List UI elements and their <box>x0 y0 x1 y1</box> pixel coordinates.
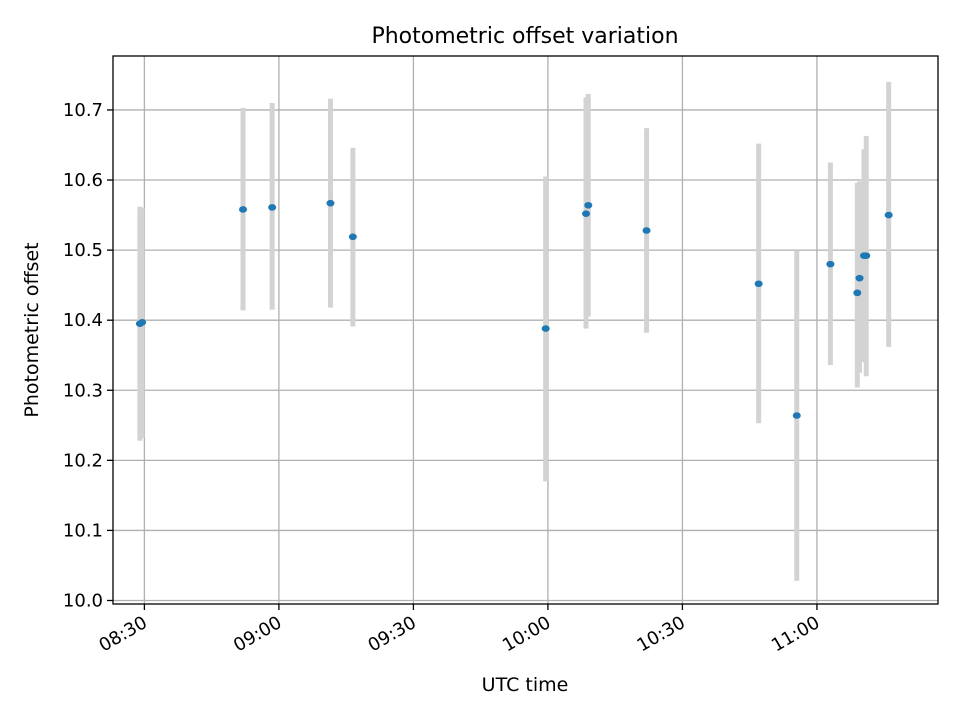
y-tick-label: 10.6 <box>63 170 103 191</box>
plot-frame <box>112 55 939 605</box>
y-tick-label: 10.1 <box>63 520 103 541</box>
y-tick-label: 10.4 <box>63 310 103 331</box>
grid-layer <box>113 56 938 604</box>
y-tick-label: 10.7 <box>63 100 103 121</box>
data-point <box>862 252 871 260</box>
y-tick-label: 10.2 <box>63 450 103 471</box>
data-point <box>792 412 801 419</box>
data-point <box>884 211 893 219</box>
data-point <box>138 318 147 326</box>
data-point <box>348 233 357 241</box>
data-point <box>855 274 864 282</box>
y-tick-label: 10.3 <box>63 380 103 401</box>
data-point <box>826 260 835 268</box>
point-layer <box>135 199 893 419</box>
data-point <box>239 206 248 213</box>
y-tick-label: 10.5 <box>63 240 103 261</box>
y-axis-label: Photometric offset <box>21 242 43 417</box>
data-point <box>642 227 651 234</box>
data-point <box>326 199 335 207</box>
chart-title: Photometric offset variation <box>371 24 678 49</box>
data-point <box>853 289 862 297</box>
data-point <box>268 204 277 211</box>
data-point <box>582 210 591 217</box>
data-point <box>541 325 550 332</box>
y-tick-label: 10.0 <box>63 590 103 611</box>
data-point <box>584 201 593 209</box>
x-axis-label: UTC time <box>482 674 569 696</box>
data-point <box>754 280 763 288</box>
